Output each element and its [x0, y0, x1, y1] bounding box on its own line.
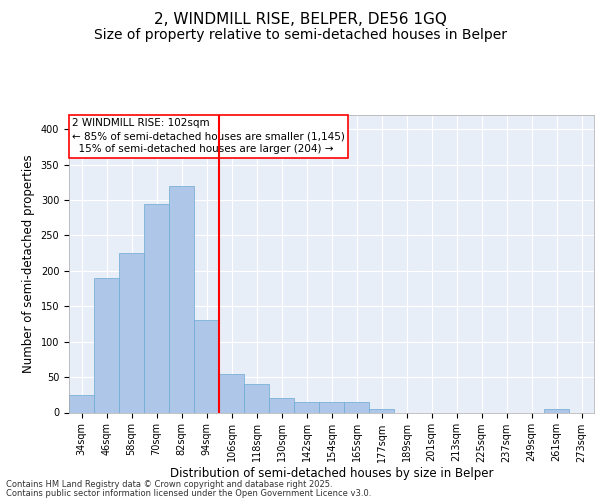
- X-axis label: Distribution of semi-detached houses by size in Belper: Distribution of semi-detached houses by …: [170, 468, 493, 480]
- Text: 2, WINDMILL RISE, BELPER, DE56 1GQ: 2, WINDMILL RISE, BELPER, DE56 1GQ: [154, 12, 446, 28]
- Bar: [544, 409, 569, 412]
- Bar: [294, 402, 319, 412]
- Bar: [219, 374, 244, 412]
- Text: Size of property relative to semi-detached houses in Belper: Size of property relative to semi-detach…: [94, 28, 506, 42]
- Text: 2 WINDMILL RISE: 102sqm
← 85% of semi-detached houses are smaller (1,145)
  15% : 2 WINDMILL RISE: 102sqm ← 85% of semi-de…: [71, 118, 344, 154]
- Bar: [119, 253, 144, 412]
- Bar: [369, 409, 394, 412]
- Bar: [344, 402, 369, 412]
- Text: Contains public sector information licensed under the Open Government Licence v3: Contains public sector information licen…: [6, 488, 371, 498]
- Bar: [319, 402, 344, 412]
- Text: Contains HM Land Registry data © Crown copyright and database right 2025.: Contains HM Land Registry data © Crown c…: [6, 480, 332, 489]
- Y-axis label: Number of semi-detached properties: Number of semi-detached properties: [22, 154, 35, 373]
- Bar: [69, 395, 94, 412]
- Bar: [194, 320, 219, 412]
- Bar: [244, 384, 269, 412]
- Bar: [169, 186, 194, 412]
- Bar: [94, 278, 119, 412]
- Bar: [144, 204, 169, 412]
- Bar: [269, 398, 294, 412]
